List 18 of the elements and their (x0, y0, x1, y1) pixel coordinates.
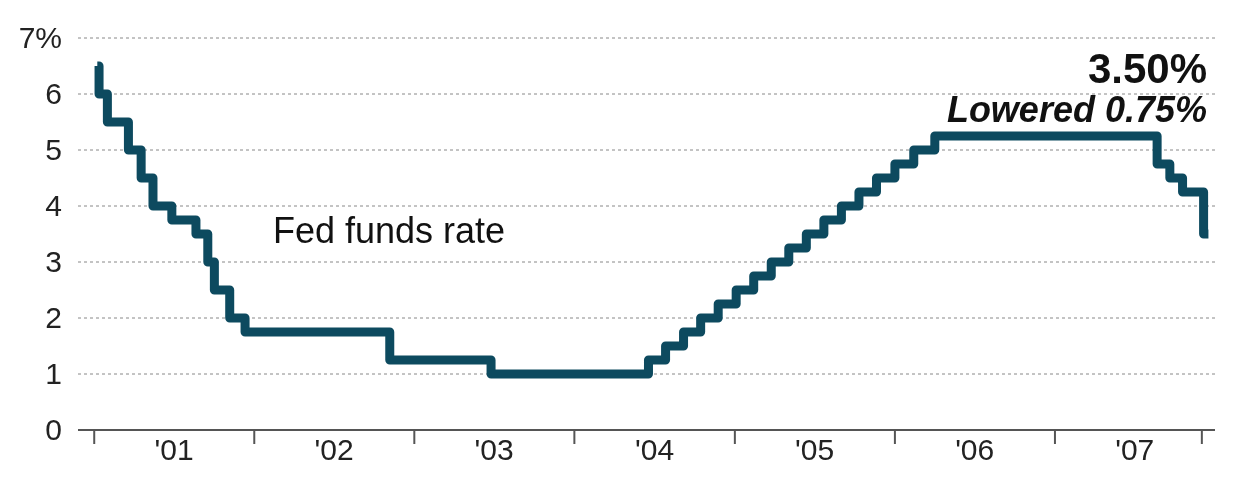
x-tick-label: '04 (635, 433, 675, 466)
y-tick-label: 2 (45, 301, 62, 334)
y-tick-label: 7% (18, 21, 62, 54)
y-tick-label: 0 (45, 413, 62, 446)
y-tick-label: 6 (45, 77, 62, 110)
x-tick-label: '01 (154, 433, 194, 466)
y-tick-label: 5 (45, 133, 62, 166)
x-tick-label: '07 (1115, 433, 1155, 466)
x-tick-label: '03 (474, 433, 514, 466)
y-tick-label: 1 (45, 357, 62, 390)
y-tick-label: 3 (45, 245, 62, 278)
x-tick-label: '05 (795, 433, 835, 466)
annotation: 3.50% (1087, 45, 1207, 92)
x-tick-label: '06 (955, 433, 995, 466)
annotation: Fed funds rate (273, 210, 506, 251)
x-tick-label: '02 (314, 433, 354, 466)
annotation: Lowered 0.75% (946, 89, 1207, 130)
y-tick-label: 4 (45, 189, 62, 222)
